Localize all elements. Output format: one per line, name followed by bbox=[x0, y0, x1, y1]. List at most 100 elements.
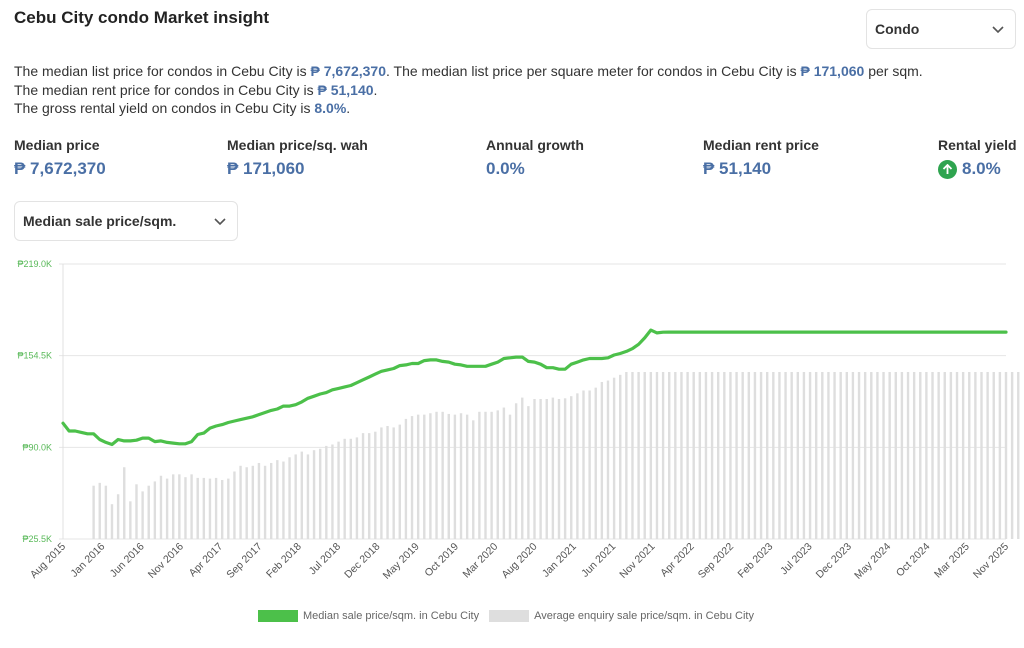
stat-value: ₱ 51,140 bbox=[703, 159, 772, 178]
stat-label: Rental yield bbox=[938, 137, 1017, 153]
enquiry-bar bbox=[472, 420, 475, 539]
enquiry-bar bbox=[729, 372, 732, 539]
enquiry-bar bbox=[686, 372, 689, 539]
x-tick-label: Dec 2023 bbox=[814, 541, 854, 581]
enquiry-bar bbox=[570, 396, 573, 539]
stat-value: 0.0% bbox=[486, 159, 525, 178]
enquiry-bar bbox=[747, 372, 751, 539]
enquiry-bar bbox=[551, 397, 555, 539]
enquiry-bar bbox=[447, 413, 450, 539]
enquiry-bar bbox=[337, 441, 340, 539]
x-tick-label: Aug 2015 bbox=[28, 541, 68, 581]
x-tick-label: Feb 2018 bbox=[264, 541, 304, 581]
enquiry-bar bbox=[239, 465, 242, 539]
enquiry-bar bbox=[98, 482, 101, 539]
legend-item-enquiry[interactable]: Average enquiry sale price/sqm. in Cebu … bbox=[489, 610, 754, 622]
x-tick-label: Nov 2021 bbox=[617, 541, 657, 581]
stat-rental-yield: Rental yield 8.0% bbox=[938, 137, 1017, 179]
enquiry-bar bbox=[251, 465, 255, 539]
enquiry-bar bbox=[288, 457, 291, 539]
enquiry-bar bbox=[147, 485, 150, 539]
enquiry-bar bbox=[306, 454, 310, 539]
enquiry-bar bbox=[312, 450, 316, 539]
chart-metric-select[interactable]: Median sale price/sqm. bbox=[14, 201, 238, 241]
enquiry-bar bbox=[514, 403, 518, 539]
enquiry-bar bbox=[796, 372, 800, 539]
enquiry-bar bbox=[680, 372, 683, 539]
enquiry-bar bbox=[423, 414, 426, 539]
enquiry-bar bbox=[802, 372, 806, 539]
enquiry-bar bbox=[937, 372, 940, 539]
rental-yield-value: 8.0% bbox=[962, 159, 1001, 178]
enquiry-bar bbox=[980, 372, 983, 539]
enquiry-bar bbox=[900, 372, 904, 539]
enquiry-bar bbox=[661, 372, 665, 539]
enquiry-bar bbox=[196, 477, 199, 539]
enquiry-bar bbox=[753, 372, 757, 539]
enquiry-bar bbox=[992, 372, 995, 539]
enquiry-bar bbox=[784, 372, 787, 539]
enquiry-bar bbox=[741, 372, 744, 539]
enquiry-bar bbox=[398, 424, 401, 539]
enquiry-bar bbox=[135, 484, 138, 539]
enquiry-bar bbox=[606, 380, 610, 539]
enquiry-bar bbox=[925, 372, 928, 539]
enquiry-bar bbox=[986, 372, 989, 539]
enquiry-bar bbox=[919, 372, 922, 539]
enquiry-bar bbox=[851, 372, 855, 539]
enquiry-bar bbox=[888, 372, 891, 539]
enquiry-bar bbox=[129, 501, 132, 539]
enquiry-bar bbox=[631, 372, 634, 539]
enquiry-bar bbox=[416, 414, 420, 539]
enquiry-bar bbox=[968, 372, 971, 539]
enquiry-bar bbox=[374, 431, 377, 539]
enquiry-bar bbox=[110, 504, 114, 539]
enquiry-bar bbox=[245, 467, 248, 539]
enquiry-bar bbox=[557, 399, 561, 539]
x-tick-label: Jul 2018 bbox=[307, 541, 344, 578]
legend-item-median[interactable]: Median sale price/sqm. in Cebu City bbox=[258, 610, 479, 622]
enquiry-bar bbox=[612, 377, 616, 539]
enquiry-bar bbox=[545, 399, 548, 539]
enquiry-bar bbox=[643, 372, 646, 539]
enquiry-bar bbox=[221, 480, 224, 539]
enquiry-bar bbox=[1004, 372, 1008, 539]
enquiry-bar bbox=[355, 437, 359, 539]
enquiry-bar bbox=[857, 372, 861, 539]
property-type-select[interactable]: Condo bbox=[866, 9, 1016, 49]
stat-value: 8.0% bbox=[938, 159, 1017, 179]
y-tick-label: ₱90.0K bbox=[22, 442, 52, 452]
x-tick-label: Nov 2016 bbox=[146, 541, 186, 581]
enquiry-bar bbox=[435, 411, 438, 539]
enquiry-bar bbox=[692, 372, 695, 539]
enquiry-bar bbox=[282, 461, 285, 539]
x-tick-label: Sep 2017 bbox=[224, 541, 264, 581]
enquiry-bar bbox=[478, 411, 481, 539]
enquiry-bar bbox=[159, 475, 163, 539]
enquiry-bar bbox=[698, 372, 702, 539]
enquiry-bar bbox=[582, 390, 585, 539]
enquiry-bar bbox=[839, 372, 842, 539]
legend-label: Median sale price/sqm. in Cebu City bbox=[303, 610, 480, 622]
enquiry-bar bbox=[765, 372, 769, 539]
summary-line-list-price: The median list price for condos in Cebu… bbox=[14, 63, 923, 79]
enquiry-bar bbox=[876, 372, 879, 539]
enquiry-bar bbox=[723, 372, 726, 539]
enquiry-bar bbox=[735, 372, 738, 539]
enquiry-bar bbox=[1010, 372, 1014, 539]
enquiry-bar bbox=[974, 372, 977, 539]
enquiry-bar bbox=[821, 372, 824, 539]
chart-metric-value: Median sale price/sqm. bbox=[23, 213, 177, 229]
enquiry-bar bbox=[325, 445, 328, 539]
enquiry-bar bbox=[527, 406, 530, 539]
property-type-value: Condo bbox=[875, 21, 920, 37]
x-tick-label: Mar 2020 bbox=[460, 541, 500, 581]
enquiry-bar bbox=[141, 491, 144, 539]
enquiry-bar bbox=[153, 481, 157, 539]
enquiry-bar bbox=[790, 372, 793, 539]
enquiry-bar bbox=[845, 372, 848, 539]
x-tick-label: Sep 2022 bbox=[696, 541, 736, 581]
enquiry-bar bbox=[759, 372, 763, 539]
x-tick-label: Feb 2023 bbox=[736, 541, 776, 581]
x-tick-label: Jan 2016 bbox=[68, 541, 107, 580]
